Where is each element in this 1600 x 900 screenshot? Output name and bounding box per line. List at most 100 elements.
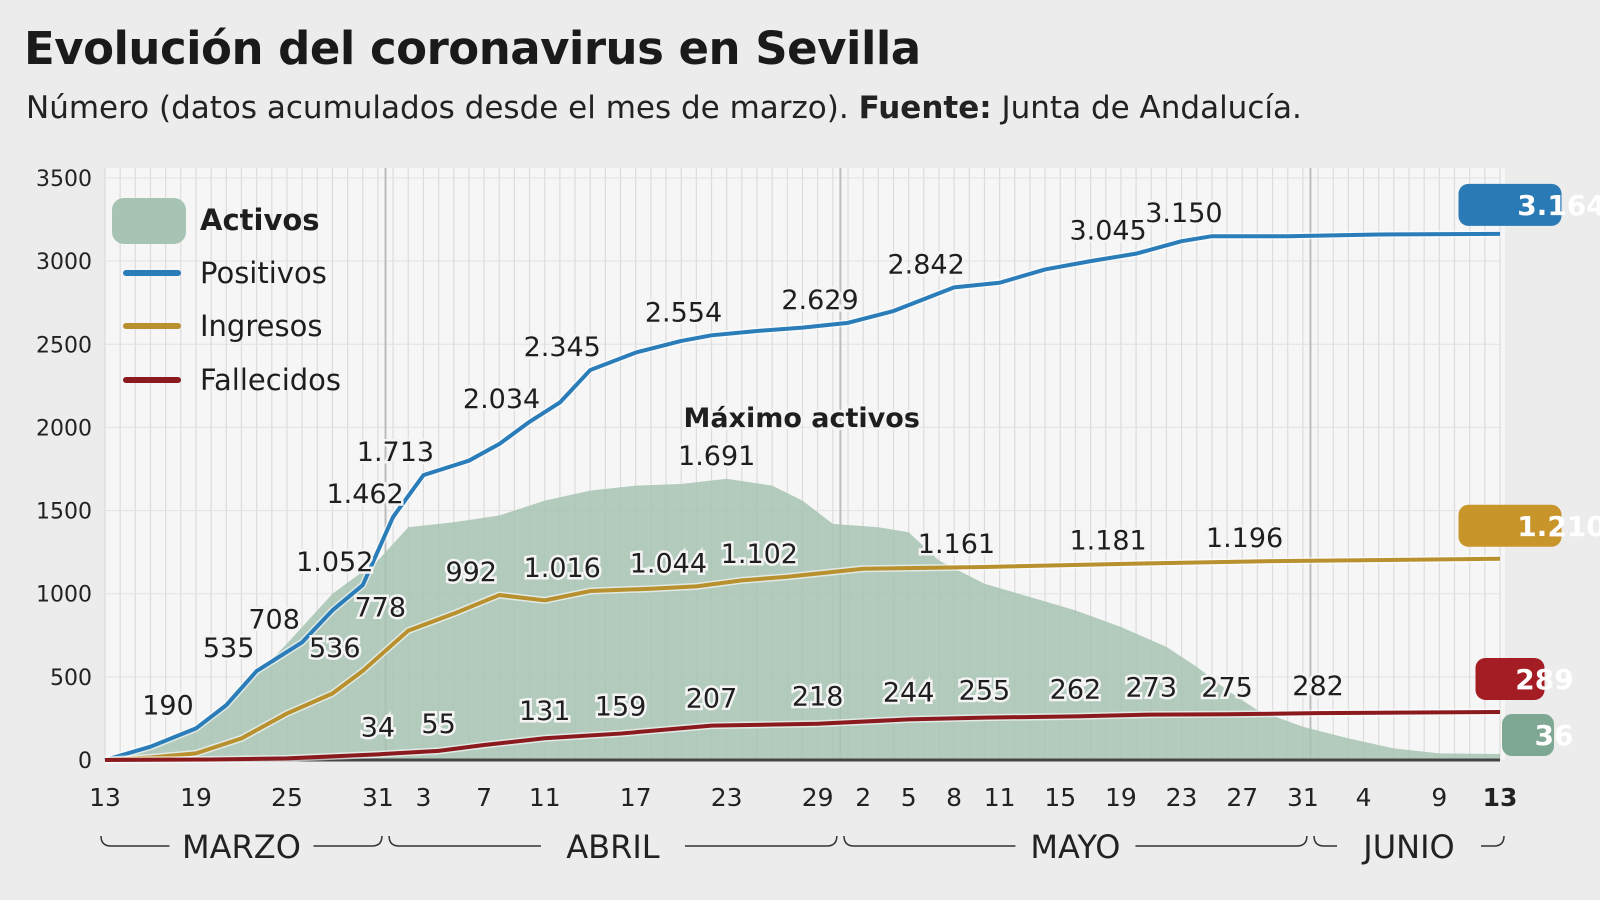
source-value: Junta de Andalucía. [991, 90, 1302, 126]
x-tick-label: 9 [1431, 783, 1447, 812]
y-tick-label: 500 [50, 666, 92, 691]
data-label-fallecidos: 262 [1050, 674, 1102, 705]
data-label-positivos: 3.150 [1145, 198, 1222, 229]
badge-value: 1.210 [1517, 510, 1600, 543]
data-label-fallecidos: 255 [959, 676, 1011, 707]
y-tick-label: 3500 [36, 167, 92, 192]
subtitle-text: Número (datos acumulados desde el mes de… [26, 90, 859, 126]
data-label-ingresos: 778 [354, 593, 406, 624]
annotation-value: 1.691 [678, 441, 755, 472]
end-badge-positivos: 3.164 [1458, 183, 1600, 226]
x-tick-label: 3 [415, 783, 431, 812]
badge-value: 36 [1535, 719, 1574, 752]
data-label-ingresos: 992 [445, 557, 497, 588]
data-label-ingresos: 1.161 [918, 529, 995, 560]
badge-background [1475, 657, 1545, 700]
data-label-fallecidos: 244 [883, 677, 935, 708]
data-label-positivos: 708 [248, 604, 300, 635]
y-tick-label: 1000 [36, 583, 92, 608]
source-label: Fuente: [858, 90, 992, 126]
x-tick-label: 11 [984, 783, 1016, 812]
data-label-ingresos: 1.044 [630, 548, 707, 579]
data-label-fallecidos: 207 [686, 684, 738, 715]
legend-swatch-activos [112, 198, 186, 244]
legend: Activos Positivos Ingresos Fallecidos [112, 198, 341, 397]
data-label-positivos: 3.045 [1069, 216, 1146, 247]
x-tick-label: 4 [1356, 783, 1372, 812]
data-label-positivos: 535 [203, 633, 255, 664]
badge-value: 3.164 [1517, 189, 1600, 222]
data-label-positivos: 2.345 [524, 332, 601, 363]
data-label-positivos: 2.629 [781, 285, 858, 316]
month-brace [843, 835, 1308, 847]
series-line-positivos [104, 231, 1501, 762]
data-label-positivos: 1.462 [326, 479, 403, 510]
x-tick-label: 7 [476, 783, 492, 812]
month-brace [388, 835, 838, 847]
badge-value: 289 [1515, 663, 1573, 696]
series-line-fallecidos [104, 709, 1501, 762]
month-label: MAYO [1030, 828, 1120, 866]
data-label-ingresos: 1.196 [1206, 523, 1283, 554]
x-tick-label: 13 [1483, 783, 1518, 812]
x-tick-label: 23 [711, 783, 743, 812]
x-tick-label: 29 [802, 783, 834, 812]
month-brace [1313, 835, 1505, 847]
y-tick-label: 3000 [36, 250, 92, 275]
legend-label-positivos: Positivos [200, 256, 327, 290]
data-label-fallecidos: 282 [1292, 671, 1344, 702]
data-label-ingresos: 1.181 [1069, 526, 1146, 557]
x-tick-label: 31 [1287, 783, 1319, 812]
data-label-ingresos: 1.016 [524, 553, 601, 584]
series-area-activos [105, 478, 1500, 760]
data-label-fallecidos: 131 [519, 696, 571, 727]
x-tick-label: 25 [271, 783, 303, 812]
annotation-label: Máximo activos [683, 403, 919, 434]
month-label: JUNIO [1361, 828, 1454, 866]
month-brace [100, 835, 383, 847]
y-tick-label: 2000 [36, 416, 92, 441]
legend-label-activos: Activos [200, 203, 320, 237]
data-label-positivos: 2.842 [887, 249, 964, 280]
data-label-fallecidos: 273 [1125, 673, 1177, 704]
y-tick-label: 1500 [36, 500, 92, 525]
y-tick-label: 0 [78, 749, 92, 774]
end-badge-ingresos: 1.210 [1458, 504, 1600, 547]
chart-subtitle: Número (datos acumulados desde el mes de… [26, 90, 1302, 126]
x-tick-label: 27 [1226, 783, 1258, 812]
data-label-positivos: 2.554 [645, 297, 722, 328]
x-tick-label: 31 [362, 783, 394, 812]
data-label-fallecidos: 275 [1201, 672, 1253, 703]
x-tick-label: 19 [180, 783, 212, 812]
data-label-positivos: 1.052 [296, 547, 373, 578]
legend-label-ingresos: Ingresos [200, 309, 322, 343]
x-tick-label: 11 [529, 783, 561, 812]
data-label-fallecidos: 34 [361, 712, 395, 743]
series-line-ingresos [104, 556, 1501, 762]
y-tick-label: 2500 [36, 333, 92, 358]
badge-background [1502, 714, 1554, 757]
month-label: MARZO [182, 828, 301, 866]
x-tick-label: 5 [901, 783, 917, 812]
data-label-ingresos: 1.102 [721, 539, 798, 570]
end-badge-fallecidos: 289 [1475, 657, 1574, 700]
x-tick-label: 2 [855, 783, 871, 812]
chart-title: Evolución del coronavirus en Sevilla [24, 22, 921, 75]
data-label-fallecidos: 55 [421, 709, 455, 740]
x-tick-label: 17 [620, 783, 652, 812]
x-tick-label: 23 [1166, 783, 1198, 812]
x-tick-label: 15 [1044, 783, 1076, 812]
data-label-positivos: 190 [142, 690, 194, 721]
month-label: ABRIL [566, 828, 660, 866]
data-label-fallecidos: 218 [792, 682, 844, 713]
badge-background [1458, 183, 1562, 226]
legend-label-fallecidos: Fallecidos [200, 363, 341, 397]
end-badge-activos: 36 [1502, 714, 1574, 757]
badge-background [1458, 504, 1562, 547]
x-tick-label: 13 [89, 783, 121, 812]
data-label-positivos: 2.034 [463, 384, 540, 415]
data-label-ingresos: 536 [309, 633, 361, 664]
data-label-fallecidos: 159 [595, 692, 647, 723]
x-tick-label: 8 [946, 783, 962, 812]
